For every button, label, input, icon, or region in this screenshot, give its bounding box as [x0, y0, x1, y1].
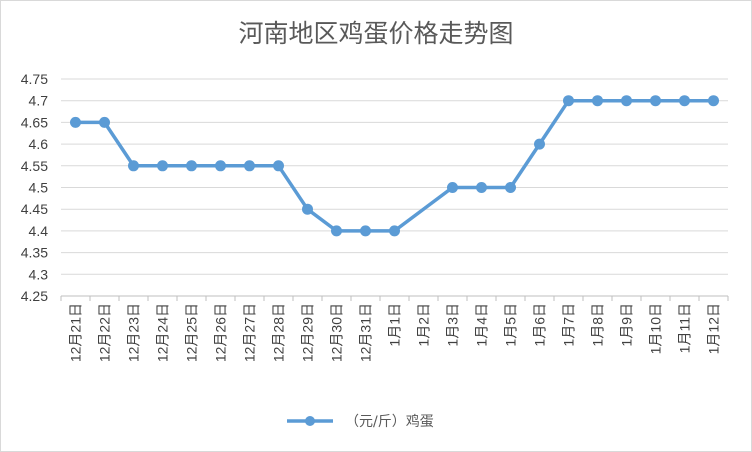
x-tick-label: 1月1日 [387, 303, 403, 347]
data-point [592, 95, 603, 107]
x-axis: 12月21日 12月22日 12月23日 12月24日 12月25日 12月26日 12月2… [60, 295, 729, 362]
y-tick-label: 4.25 [21, 288, 48, 304]
x-tick-label: 1月9日 [619, 303, 635, 347]
x-tick-label: 12月25日 [184, 303, 200, 362]
y-tick-label: 4.6 [29, 136, 49, 152]
x-tick-label: 12月28日 [271, 303, 287, 362]
data-point [302, 203, 313, 215]
data-point [389, 225, 400, 237]
grid-lines [61, 78, 728, 275]
data-point [331, 225, 342, 237]
x-tick-label: 1月11日 [677, 303, 693, 353]
y-tick-label: 4.55 [21, 158, 48, 174]
data-point [505, 182, 516, 193]
x-tick-label: 1月5日 [503, 303, 519, 347]
y-tick-label: 4.7 [29, 93, 49, 109]
data-point [708, 95, 719, 107]
data-point [186, 160, 197, 172]
data-point [244, 160, 255, 172]
legend: （元/斤）鸡蛋 [287, 413, 434, 430]
series-line [70, 95, 719, 237]
data-point [70, 116, 81, 128]
data-point [215, 160, 226, 172]
y-tick-label: 4.65 [21, 114, 48, 130]
data-point [650, 95, 661, 107]
data-point [621, 95, 632, 107]
x-tick-label: 12月30日 [329, 303, 345, 362]
x-tick-label: 1月12日 [706, 303, 722, 354]
x-tick-label: 12月24日 [155, 303, 171, 362]
x-tick-label: 12月21日 [68, 303, 84, 362]
y-tick-label: 4.35 [21, 245, 48, 261]
x-tick-label: 1月3日 [445, 303, 461, 347]
y-tick-label: 4.75 [21, 71, 48, 87]
x-tick-label: 12月27日 [242, 303, 258, 362]
y-tick-label: 4.45 [21, 201, 48, 217]
data-point [476, 182, 487, 193]
data-point [128, 160, 139, 172]
x-tick-label: 1月8日 [590, 303, 606, 347]
x-tick-label: 12月31日 [358, 303, 374, 362]
x-tick-label: 1月7日 [561, 303, 577, 347]
data-point [447, 182, 458, 193]
y-tick-label: 4.3 [29, 266, 49, 282]
data-point [157, 160, 168, 172]
x-tick-label: 1月10日 [648, 303, 664, 354]
data-point [679, 95, 690, 107]
data-point [534, 138, 545, 150]
x-tick-label: 12月22日 [97, 303, 113, 362]
x-tick-label: 1月4日 [474, 303, 490, 347]
legend-label: （元/斤）鸡蛋 [345, 413, 434, 430]
data-point [273, 160, 284, 172]
y-tick-label: 4.4 [29, 223, 49, 239]
y-axis-ticks: 4.25 4.3 4.35 4.4 4.45 4.5 4.55 4.6 4.65 4.7 4.75 [21, 71, 48, 304]
x-tick-label: 1月2日 [416, 303, 432, 347]
legend-point-marker [305, 416, 315, 426]
data-point [99, 116, 110, 128]
y-tick-label: 4.5 [29, 180, 49, 196]
x-tick-label: 12月29日 [300, 303, 316, 362]
x-tick-label: 12月26日 [213, 303, 229, 362]
chart-title: 河南地区鸡蛋价格走势图 [238, 19, 513, 48]
data-point [563, 95, 574, 107]
data-point [360, 225, 371, 237]
x-tick-label: 1月6日 [532, 303, 548, 347]
series-polyline [75, 98, 714, 233]
x-tick-label: 12月23日 [126, 303, 142, 362]
